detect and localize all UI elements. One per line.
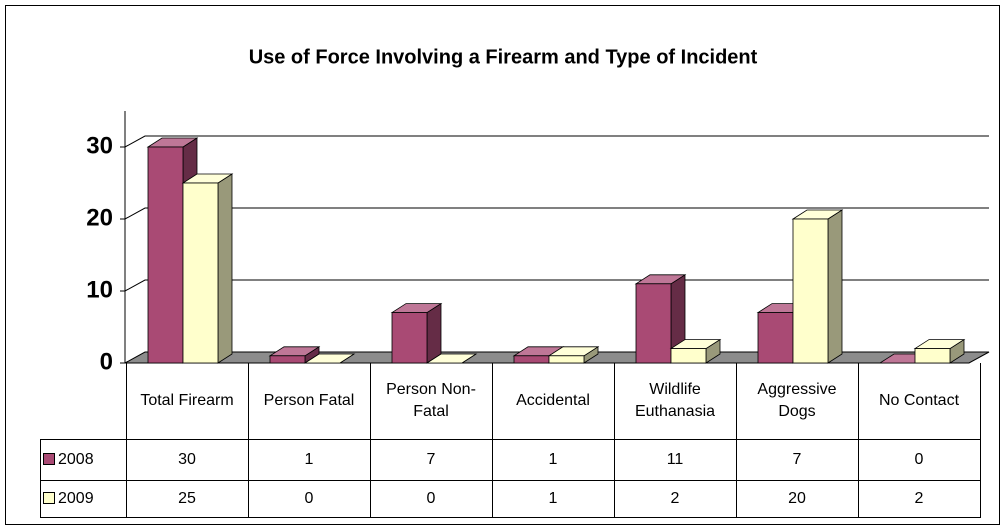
- bar-front: [757, 312, 794, 364]
- x-tick-label: Wildlife Euthanasia: [613, 363, 737, 440]
- bar-front: [670, 348, 707, 364]
- bar: [547, 346, 600, 364]
- legend-entry: 2008: [40, 439, 127, 481]
- legend-label: 2009: [58, 490, 94, 507]
- x-tick-label: Accidental: [491, 363, 615, 440]
- x-tick-label: Person Fatal: [247, 363, 371, 440]
- x-tick-label: Aggressive Dogs: [735, 363, 859, 440]
- table-value: 11: [613, 439, 737, 481]
- table-corner: [41, 363, 127, 440]
- table-row: 2008 30 1 7 1 11 7 0: [40, 439, 981, 481]
- legend-swatch: [43, 453, 55, 465]
- bar-side: [827, 209, 843, 364]
- bar: [913, 338, 966, 364]
- table-value: 25: [125, 480, 249, 518]
- table-value: 20: [735, 480, 859, 518]
- x-tick-label: No Contact: [857, 363, 981, 440]
- table-value: 0: [369, 480, 493, 518]
- legend-label: 2008: [58, 451, 94, 468]
- table-value: 7: [735, 439, 859, 481]
- x-tick-label: Total Firearm: [125, 363, 249, 440]
- bar-side: [426, 302, 442, 364]
- table-value: 2: [613, 480, 737, 518]
- bar: [791, 209, 844, 364]
- table-value: 30: [125, 439, 249, 481]
- bar-side: [217, 173, 233, 364]
- table-value: 1: [491, 480, 615, 518]
- y-tick-label: 20: [86, 204, 113, 231]
- bar: [181, 173, 234, 364]
- bar-front: [548, 355, 585, 364]
- table-value: 2: [857, 480, 981, 518]
- grid-line: [124, 135, 989, 148]
- bar: [669, 338, 722, 364]
- legend-swatch: [43, 492, 55, 504]
- bar-front: [182, 182, 219, 364]
- table-value: 0: [857, 439, 981, 481]
- table-row: 2009 25 0 0 1 2 20 2: [40, 480, 981, 518]
- table-value: 1: [491, 439, 615, 481]
- x-tick-label: Person Non-Fatal: [369, 363, 493, 440]
- y-tick-label: 0: [100, 348, 113, 375]
- y-tick-label: 10: [86, 276, 113, 303]
- bar-front: [914, 348, 951, 364]
- bar-front: [269, 355, 306, 364]
- bar: [634, 274, 687, 364]
- bar: [268, 346, 321, 364]
- bar-front: [792, 218, 829, 364]
- table-value: 7: [369, 439, 493, 481]
- bar-front: [513, 355, 550, 364]
- bar: [390, 302, 443, 364]
- table-value: 0: [247, 480, 371, 518]
- legend-entry: 2009: [40, 480, 127, 518]
- bar-front: [391, 312, 428, 364]
- y-tick-label: 30: [86, 132, 113, 159]
- table-value: 1: [247, 439, 371, 481]
- grid-line: [124, 279, 989, 292]
- chart-title: Use of Force Involving a Firearm and Typ…: [249, 46, 758, 68]
- grid-line: [124, 207, 989, 220]
- table-header-row: Total Firearm Person Fatal Person Non-Fata…: [41, 363, 981, 440]
- data-table: Total Firearm Person Fatal Person Non-Fata…: [40, 363, 981, 518]
- bar-front: [147, 146, 184, 364]
- bar-front: [635, 283, 672, 364]
